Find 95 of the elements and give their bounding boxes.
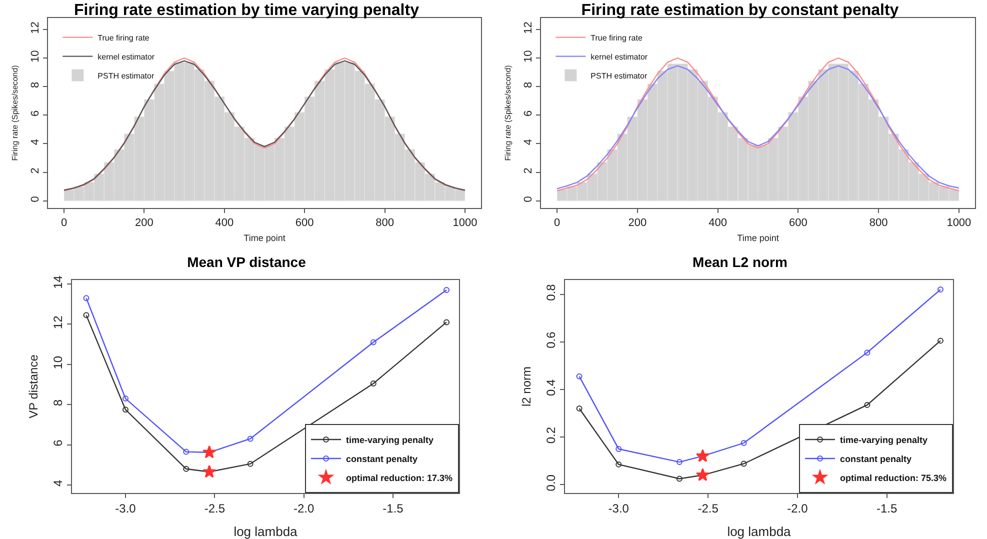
legend-label: optimal reduction: 75.3% xyxy=(840,473,947,484)
y-tick-label: 12 xyxy=(30,22,42,34)
chart-title: Mean VP distance xyxy=(187,254,306,270)
x-tick-label: -3.0 xyxy=(608,501,630,516)
y-tick-label: 0.6 xyxy=(544,331,558,348)
point xyxy=(740,460,747,467)
x-tick-label: 600 xyxy=(789,217,808,230)
y-axis-title: VP distance xyxy=(26,354,40,418)
x-tick-label: -2.5 xyxy=(204,501,226,516)
point xyxy=(247,460,254,467)
y-tick-label: 10 xyxy=(30,50,42,62)
point xyxy=(183,466,190,472)
x-tick-label: -2.0 xyxy=(787,501,808,516)
x-tick-label: 200 xyxy=(135,217,154,230)
point xyxy=(183,448,190,455)
point xyxy=(864,402,870,408)
y-tick-label: 8 xyxy=(522,82,535,88)
point xyxy=(616,461,622,468)
point xyxy=(937,286,944,293)
x-tick-label: 400 xyxy=(708,217,727,230)
legend-label: PSTH estimator xyxy=(98,71,154,80)
point xyxy=(247,436,254,442)
y-tick-label: 8 xyxy=(51,399,66,406)
point xyxy=(576,406,582,412)
x-axis-title: log lambda xyxy=(727,524,792,539)
y-tick-label: 2 xyxy=(522,168,535,174)
y-tick-label: 12 xyxy=(522,22,535,34)
point xyxy=(202,445,216,458)
point xyxy=(122,406,128,413)
chart-title: Firing rate estimation by time varying penalty xyxy=(74,2,420,19)
y-tick-label: 0.4 xyxy=(544,379,558,396)
x-tick-label: 800 xyxy=(376,217,394,230)
y-tick-label: 14 xyxy=(51,275,66,289)
x-tick-label: -1.5 xyxy=(876,501,898,516)
point xyxy=(83,312,90,318)
x-tick-label: 1000 xyxy=(452,217,478,230)
y-tick-label: 0.8 xyxy=(544,284,558,301)
x-tick-label: -3.0 xyxy=(115,501,136,516)
point xyxy=(864,350,870,356)
point xyxy=(83,295,90,302)
x-tick-label: 1000 xyxy=(946,217,972,230)
y-axis-title: Firing rate (Spikes/second) xyxy=(503,64,512,161)
y-tick-label: 2 xyxy=(30,168,42,174)
legend-label: constant penalty xyxy=(840,454,912,464)
chart-title: Mean L2 norm xyxy=(692,254,788,270)
x-axis-title: Time point xyxy=(244,233,286,243)
legend-label: kernel estimator xyxy=(98,52,155,62)
y-tick-label: 4 xyxy=(522,139,535,146)
legend-label: True firing rate xyxy=(590,33,643,42)
point xyxy=(696,449,710,462)
legend-label: time-varying penalty xyxy=(346,435,434,446)
point xyxy=(937,338,944,344)
point xyxy=(370,339,376,346)
legend-label: True firing rate xyxy=(98,33,150,42)
y-tick-label: 6 xyxy=(30,110,42,117)
x-tick-label: -1.5 xyxy=(382,501,404,516)
point xyxy=(616,446,622,452)
legend-label: constant penalty xyxy=(346,454,418,464)
x-tick-label: 400 xyxy=(215,217,234,230)
point xyxy=(370,380,376,386)
x-tick-label: -2.5 xyxy=(698,501,719,516)
point xyxy=(676,476,682,482)
point xyxy=(202,464,216,478)
legend-label: PSTH estimator xyxy=(590,71,648,80)
y-tick-label: 8 xyxy=(30,82,42,88)
point xyxy=(444,287,450,294)
x-axis-title: Time point xyxy=(737,233,780,243)
point xyxy=(444,319,450,326)
y-axis-title: Firing rate (Spikes/second) xyxy=(10,64,20,161)
y-tick-label: 12 xyxy=(51,315,66,330)
y-tick-label: 10 xyxy=(522,50,535,62)
legend-label: optimal reduction: 17.3% xyxy=(346,473,453,484)
y-tick-label: 6 xyxy=(522,110,535,117)
legend-label: kernel estimator xyxy=(590,52,648,62)
y-axis-title: l2 norm xyxy=(520,366,534,407)
x-tick-label: 800 xyxy=(869,217,888,230)
x-tick-label: 600 xyxy=(295,217,314,230)
y-tick-label: 10 xyxy=(51,356,66,370)
y-tick-label: 4 xyxy=(30,139,42,146)
y-tick-label: 6 xyxy=(51,439,66,446)
point xyxy=(740,440,747,446)
y-tick-label: 0.2 xyxy=(544,426,558,444)
point xyxy=(696,468,710,481)
chart-title: Firing rate estimation by constant penalty xyxy=(581,2,899,19)
y-tick-label: 0 xyxy=(30,196,42,202)
x-tick-label: -2.0 xyxy=(293,501,314,516)
y-tick-label: 4 xyxy=(51,480,66,487)
x-tick-label: 200 xyxy=(628,217,647,230)
point xyxy=(576,373,582,380)
y-tick-label: 0.0 xyxy=(544,474,558,492)
x-axis-title: log lambda xyxy=(234,524,298,539)
point xyxy=(122,396,128,402)
point xyxy=(676,459,682,466)
legend-label: time-varying penalty xyxy=(840,435,928,446)
y-tick-label: 0 xyxy=(522,196,535,202)
